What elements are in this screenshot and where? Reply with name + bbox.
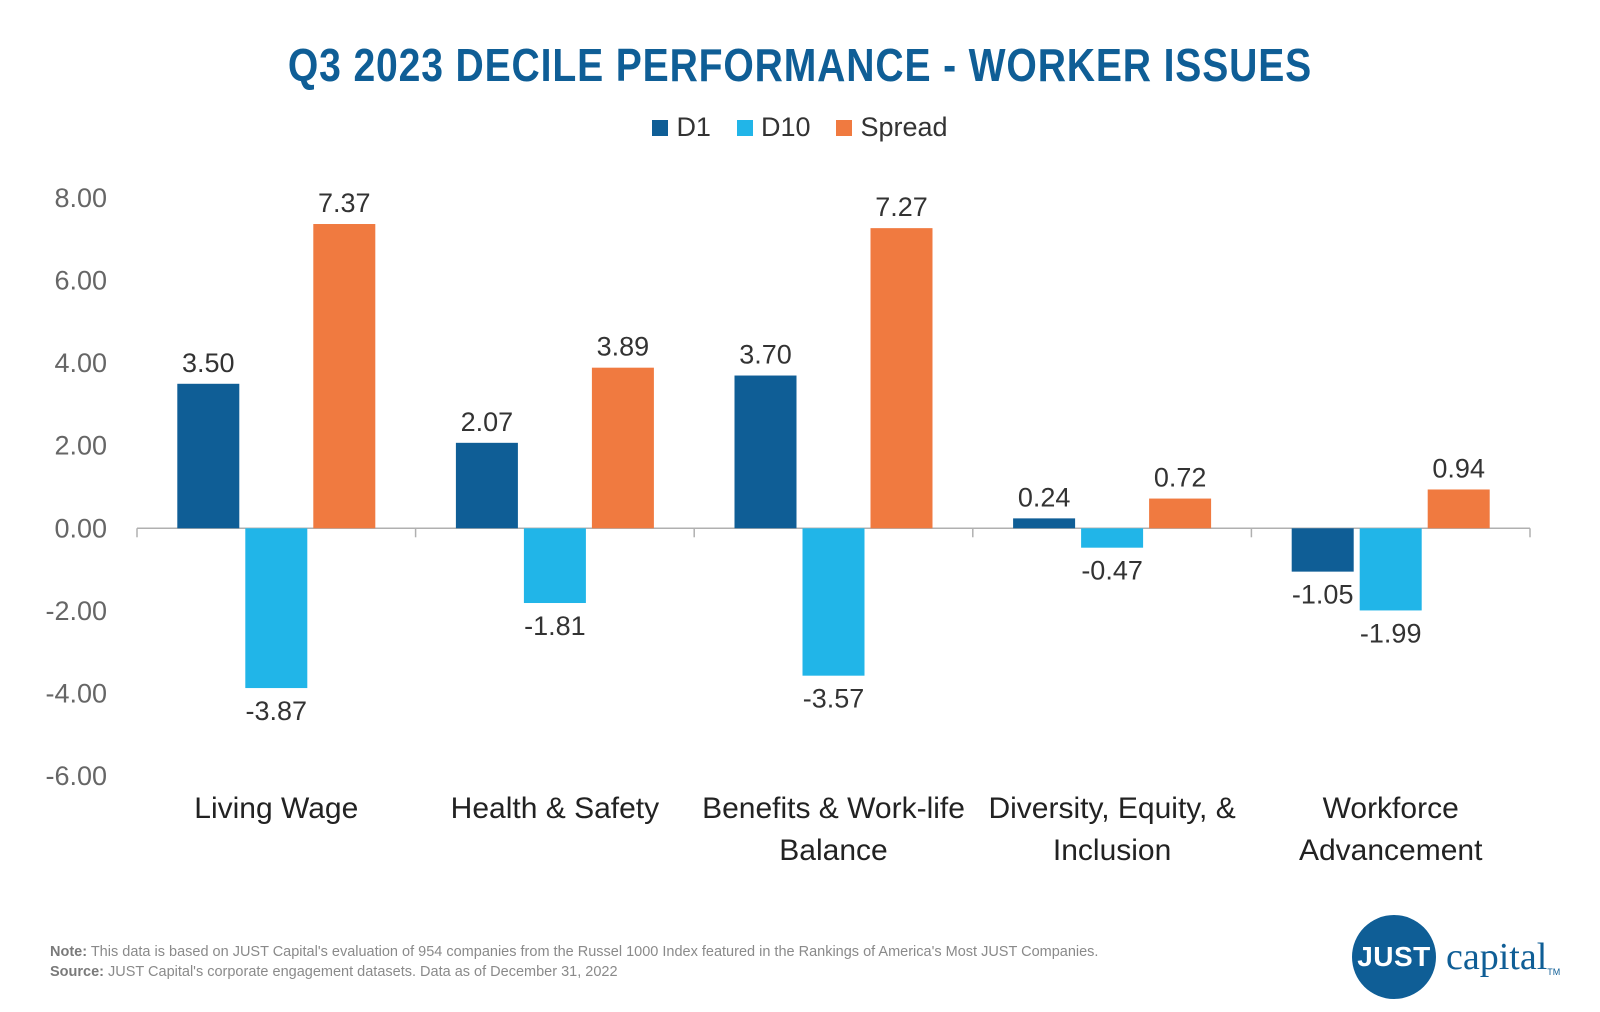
bar-spread: [870, 228, 933, 529]
data-label: 3.50: [182, 348, 235, 378]
x-category-label: Advancement: [1299, 834, 1483, 867]
legend-swatch-d10: [736, 119, 753, 136]
data-label: 0.94: [1432, 453, 1485, 483]
y-tick-label: -6.00: [45, 761, 107, 791]
x-category-label: Diversity, Equity, &: [988, 792, 1235, 825]
just-capital-logo: JUST capital TM: [1352, 915, 1560, 999]
legend-label-d10: D10: [760, 112, 811, 142]
bar-d1: [177, 383, 240, 529]
bar-d1: [1291, 528, 1354, 572]
y-tick-label: 4.00: [54, 348, 107, 378]
data-label: -1.81: [524, 611, 586, 641]
bar-d10: [1359, 528, 1422, 611]
bar-spread: [1149, 498, 1212, 529]
legend-swatch-d1: [652, 119, 669, 136]
data-label: 0.72: [1154, 463, 1207, 493]
legend-item-spread: Spread: [836, 112, 948, 143]
legend-label-spread: Spread: [860, 112, 948, 142]
bar-d1: [455, 442, 518, 529]
x-category-label: Balance: [779, 834, 887, 867]
x-category-label: Inclusion: [1053, 834, 1171, 867]
logo-word: capital: [1446, 936, 1548, 978]
logo-mark: JUST: [1357, 941, 1431, 972]
bar-spread: [591, 367, 654, 529]
data-label: -1.05: [1292, 580, 1354, 610]
data-label: -3.57: [803, 684, 865, 714]
x-category-label: Workforce: [1323, 792, 1459, 825]
footnote-note: Note: This data is based on JUST Capital…: [50, 942, 1098, 962]
data-label: -3.87: [246, 696, 308, 726]
note-label: Note:: [50, 944, 88, 960]
x-category-label: Benefits & Work-life: [702, 792, 965, 825]
bar-d10: [1081, 528, 1144, 548]
bar-d1: [1013, 518, 1076, 529]
chart-title: Q3 2023 DECILE PERFORMANCE - WORKER ISSU…: [287, 39, 1313, 91]
data-label: 7.27: [875, 192, 928, 222]
data-label: 3.89: [597, 332, 650, 362]
y-tick-label: 2.00: [54, 431, 107, 461]
legend-item-d10: D10: [736, 112, 811, 143]
y-tick-label: 6.00: [54, 266, 107, 296]
bar-d10: [245, 528, 308, 689]
note-text: This data is based on JUST Capital's eva…: [87, 944, 1099, 960]
chart-legend: D1 D10 Spread: [0, 112, 1600, 143]
bar-spread: [1427, 489, 1490, 529]
y-tick-label: -2.00: [45, 596, 107, 626]
x-category-label: Living Wage: [194, 792, 358, 825]
bar-d10: [802, 528, 865, 676]
bar-d1: [734, 375, 797, 529]
data-label: 7.37: [318, 188, 371, 218]
x-category-label: Health & Safety: [451, 792, 659, 825]
logo-circle: JUST: [1352, 915, 1436, 999]
logo-tm: TM: [1547, 967, 1561, 977]
y-tick-label: -4.00: [45, 678, 107, 708]
legend-swatch-spread: [836, 119, 853, 136]
y-tick-label: 0.00: [54, 513, 107, 543]
bar-spread: [313, 224, 376, 529]
data-label: 3.70: [739, 340, 792, 370]
bar-d10: [523, 528, 586, 604]
footnote-source: Source: JUST Capital's corporate engagem…: [50, 962, 1098, 982]
data-label: -0.47: [1081, 556, 1143, 586]
y-tick-label: 8.00: [54, 183, 107, 213]
data-label: 0.24: [1018, 482, 1071, 512]
data-label: -1.99: [1360, 618, 1422, 648]
data-label: 2.07: [461, 407, 514, 437]
source-text: JUST Capital's corporate engagement data…: [104, 964, 618, 980]
bar-chart: 8.00 6.00 4.00 2.00 0.00 -2.00 -4.00 -6.00 3.50 -…: [45, 183, 1531, 867]
legend-item-d1: D1: [652, 112, 711, 143]
legend-label-d1: D1: [676, 112, 711, 142]
footnote: Note: This data is based on JUST Capital…: [50, 942, 1098, 982]
source-label: Source:: [50, 964, 104, 980]
